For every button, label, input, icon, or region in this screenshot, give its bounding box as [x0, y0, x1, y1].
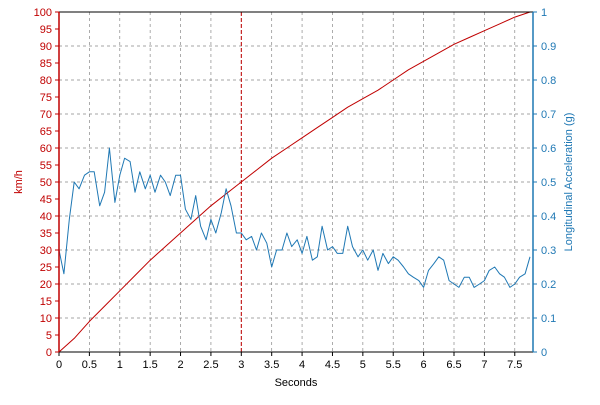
y-left-tick-label: 20 — [40, 279, 52, 291]
ticks: 0 0.5 1 1.5 2 2.5 3 3.5 4 4.5 5 5.5 6 6.5 7 7.5 0 0.1 0.2 0… — [34, 7, 557, 371]
y-left-tick-label: 85 — [40, 58, 52, 70]
y-right-tick-label: 0.1 — [541, 313, 556, 325]
x-tick-label: 7.5 — [507, 359, 522, 371]
x-axis-label: Seconds — [275, 377, 318, 389]
y-right-tick-label: 0.7 — [541, 109, 556, 121]
x-tick-label: 1 — [117, 359, 123, 371]
acceleration-series-line — [58, 147, 531, 288]
y-left-tick-label: 55 — [40, 160, 52, 172]
y-right-tick-label: 0.5 — [541, 177, 556, 189]
x-tick-label: 2 — [177, 359, 183, 371]
x-tick-label: 6.5 — [446, 359, 461, 371]
y-right-tick-label: 0.3 — [541, 245, 556, 257]
series-layer — [58, 11, 531, 353]
y-right-tick-label: 0.4 — [541, 211, 556, 223]
x-tick-label: 4.5 — [325, 359, 340, 371]
x-tick-label: 0 — [56, 359, 62, 371]
x-tick-label: 3.5 — [264, 359, 279, 371]
y-left-tick-label: 50 — [40, 177, 52, 189]
x-tick-label: 5.5 — [386, 359, 401, 371]
x-tick-label: 4 — [299, 359, 305, 371]
x-tick-label: 2.5 — [203, 359, 218, 371]
y-left-tick-label: 60 — [40, 143, 52, 155]
grid — [59, 12, 533, 352]
y-right-tick-label: 0.9 — [541, 41, 556, 53]
y-left-tick-label: 70 — [40, 109, 52, 121]
y-right-tick-label: 0 — [541, 347, 547, 359]
x-tick-label: 6 — [421, 359, 427, 371]
y-right-tick-label: 1 — [541, 7, 547, 19]
y-left-tick-label: 80 — [40, 75, 52, 87]
x-tick-label: 1.5 — [143, 359, 158, 371]
y-left-tick-label: 90 — [40, 41, 52, 53]
y-left-tick-label: 45 — [40, 194, 52, 206]
x-tick-label: 7 — [481, 359, 487, 371]
y-left-tick-label: 75 — [40, 92, 52, 104]
y-right-axis-label: Longitudinal Acceleration (g) — [563, 113, 575, 252]
y-left-tick-label: 95 — [40, 24, 52, 36]
y-right-tick-label: 0.6 — [541, 143, 556, 155]
y-left-tick-label: 5 — [46, 330, 52, 342]
y-right-tick-label: 0.8 — [541, 75, 556, 87]
y-left-tick-label: 15 — [40, 296, 52, 308]
y-left-tick-label: 40 — [40, 211, 52, 223]
x-tick-label: 0.5 — [82, 359, 97, 371]
speed-series-line — [58, 11, 531, 353]
y-left-tick-label: 100 — [34, 7, 52, 19]
x-tick-label: 5 — [360, 359, 366, 371]
y-left-tick-label: 65 — [40, 126, 52, 138]
y-right-tick-label: 0.2 — [541, 279, 556, 291]
y-left-axis-label: km/h — [13, 170, 25, 194]
y-left-tick-label: 35 — [40, 228, 52, 240]
x-tick-label: 3 — [238, 359, 244, 371]
y-left-tick-label: 30 — [40, 245, 52, 257]
y-left-tick-label: 10 — [40, 313, 52, 325]
y-left-tick-label: 25 — [40, 262, 52, 274]
y-left-tick-label: 0 — [46, 347, 52, 359]
